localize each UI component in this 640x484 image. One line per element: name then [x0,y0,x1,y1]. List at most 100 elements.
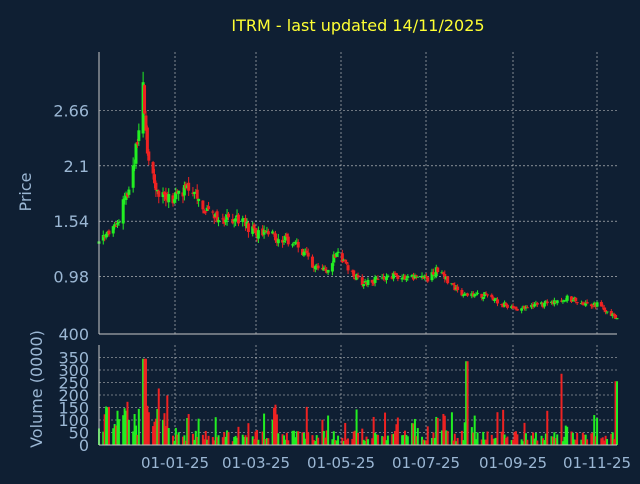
candle-body [436,267,440,273]
volume-bar [384,412,387,445]
volume-bar [342,440,345,445]
candle-body [286,236,290,245]
candle-body [195,189,199,199]
volume-bar [432,432,435,445]
candle-body [182,185,186,196]
candle-body [151,162,155,174]
volume-bar [542,438,544,445]
volume-bar [357,432,359,445]
candle-body [410,275,414,278]
volume-bar [164,426,167,445]
candle-body [356,275,360,278]
candle-body [446,276,450,284]
candle-body [555,300,559,304]
volume-bar [425,440,428,445]
grid-layer [99,52,617,445]
candle-body [316,265,320,269]
volume-bar [295,431,298,445]
volume-bar [287,440,290,445]
volume-bar [604,435,607,445]
candle-body [111,226,115,234]
volume-bar [221,437,224,445]
candle-body [254,228,258,234]
volume-bar [523,422,526,445]
volume-bar [445,430,448,445]
volume-bar [332,431,335,445]
volume-bar [297,431,300,445]
volume-bar [355,409,358,445]
candle-body [104,234,108,238]
volume-bar [543,440,546,445]
volume-bar [153,421,156,445]
volume-bar [586,439,589,445]
volume-bar [307,432,310,445]
volume-bar [246,437,248,445]
volume-bar [103,414,106,445]
volume-bar [201,434,204,445]
candle-body [167,194,171,203]
volume-bar [613,439,616,445]
volume-bar [116,410,119,445]
volume-bar [254,431,257,445]
candle-body [420,275,424,279]
volume-bar [107,406,110,445]
volume-bar [596,418,599,445]
candle-body [124,195,128,201]
candle-body [127,189,131,195]
volume-bar [564,425,567,445]
volume-bar [133,414,136,445]
candle-body [340,253,344,263]
volume-bar [496,412,499,445]
volume-bar [347,438,350,445]
volume-bar [601,437,604,445]
candle-body [252,224,256,229]
candle-body [494,298,498,300]
volume-bar [315,435,318,445]
volume-bar [122,415,125,445]
volume-bar [401,435,404,445]
candle-body [486,294,489,296]
volume-bar [324,437,327,445]
candle-body [495,299,499,304]
candle-body [589,304,593,307]
volume-bar [476,432,479,445]
candle-body [609,310,613,316]
volume-bar [154,418,157,445]
volume-bar [317,437,320,445]
volume-bar [335,440,338,445]
candle-body [143,85,147,114]
candle-body [591,305,595,307]
volume-bar [194,430,197,445]
volume-bar [576,432,579,445]
volume-bar [452,440,455,445]
candle-body [542,303,546,307]
volume-bar [421,436,424,445]
candle-body [224,220,228,223]
candle-body [441,272,445,275]
candle-body [326,269,330,273]
candle-body [504,303,508,306]
volume-bar [224,436,227,445]
candle-body [217,220,221,223]
volume-bar [391,434,394,445]
volume-bar [581,432,584,445]
volume-bar [561,441,564,445]
volume-bar [382,436,385,445]
candle-body [282,240,286,242]
candle-body [581,302,585,305]
volume-bar [113,424,116,445]
candle-body [283,235,287,241]
candle-body [372,281,376,285]
candle-body [101,234,105,241]
candle-body [599,301,603,307]
candle-body [569,296,573,302]
volume-bar [265,438,268,445]
volume-bar [463,422,466,445]
volume-bar [173,440,176,445]
volume-bar [403,430,406,445]
volume-bar [243,436,246,445]
candle-body [605,311,609,313]
volume-bar [123,408,126,445]
volume-bar [305,406,308,445]
volume-bar [512,439,515,445]
